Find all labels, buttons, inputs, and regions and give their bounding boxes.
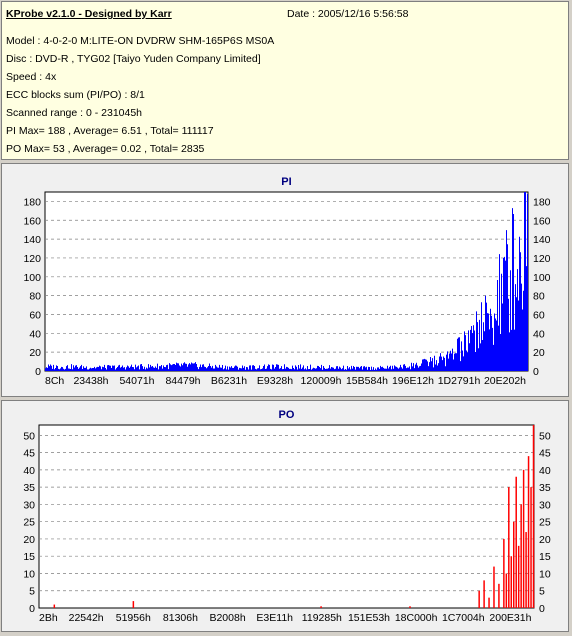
pi-bars <box>45 192 528 371</box>
info-ecc-blocks: ECC blocks sum (PI/PO) : 8/1 <box>6 89 145 101</box>
pi-ytick-left: 40 <box>29 328 41 340</box>
pi-ytick-left: 80 <box>29 291 41 303</box>
po-ytick-right: 15 <box>539 551 551 563</box>
pi-ytick-right: 160 <box>533 215 551 227</box>
pi-plot-area <box>44 191 529 372</box>
pi-ytick-right: 80 <box>533 291 545 303</box>
po-ytick-right: 50 <box>539 430 551 442</box>
info-scanned-range: Scanned range : 0 - 231045h <box>6 107 143 119</box>
po-xtick-label: 18C000h <box>395 612 438 624</box>
po-xtick-label: 200E31h <box>489 612 531 624</box>
pi-ytick-right: 0 <box>533 366 539 378</box>
po-ytick-right: 20 <box>539 534 551 546</box>
po-xtick-label: B2008h <box>209 612 245 624</box>
pi-ytick-left: 20 <box>29 347 41 359</box>
po-ytick-left: 40 <box>23 465 35 477</box>
pi-ytick-right: 120 <box>533 253 551 265</box>
po-chart-panel: PO 0 0 5 5 10 10 15 15 20 20 25 25 30 30 35 35 40 40 45 45 50… <box>1 400 569 632</box>
po-ytick-left: 10 <box>23 568 35 580</box>
po-bars <box>53 425 535 608</box>
pi-xtick-label: 84479h <box>165 375 200 387</box>
pi-ytick-right: 20 <box>533 347 545 359</box>
po-ytick-right: 10 <box>539 568 551 580</box>
po-ytick-left: 5 <box>29 586 35 598</box>
po-ytick-left: 50 <box>23 430 35 442</box>
pi-chart-title: PI <box>281 176 291 188</box>
info-panel: KProbe v2.1.0 - Designed by Karr Date : … <box>1 1 569 160</box>
pi-xtick-label: 1D2791h <box>438 375 481 387</box>
po-xtick-label: 81306h <box>163 612 198 624</box>
pi-ytick-right: 180 <box>533 196 551 208</box>
po-xtick-label: E3E11h <box>256 612 293 624</box>
pi-ytick-right: 100 <box>533 272 551 284</box>
po-ytick-right: 0 <box>539 603 545 615</box>
po-chart-title: PO <box>279 409 295 421</box>
pi-xtick-label: 196E12h <box>392 375 434 387</box>
po-xtick-label: 22542h <box>69 612 104 624</box>
pi-ytick-left: 180 <box>23 196 41 208</box>
scan-date: Date : 2005/12/16 5:56:58 <box>287 8 409 20</box>
pi-xtick-label: 15B584h <box>346 375 388 387</box>
po-ytick-left: 45 <box>23 448 35 460</box>
app-title: KProbe v2.1.0 - Designed by Karr <box>6 8 172 20</box>
po-xtick-label: 1C7004h <box>442 612 485 624</box>
po-ytick-right: 5 <box>539 586 545 598</box>
po-plot-area <box>38 424 535 609</box>
pi-ytick-left: 100 <box>23 272 41 284</box>
pi-ytick-left: 120 <box>23 253 41 265</box>
po-xtick-label: 2Bh <box>39 612 58 624</box>
pi-chart: PI 0 0 20 20 40 40 60 60 80 80 100 100 120 120 140 140 16… <box>23 176 551 387</box>
po-ytick-right: 45 <box>539 448 551 460</box>
pi-ytick-left: 160 <box>23 215 41 227</box>
po-ytick-left: 30 <box>23 499 35 511</box>
pi-xtick-label: 54071h <box>119 375 154 387</box>
po-xtick-label: 151E53h <box>348 612 390 624</box>
po-ytick-right: 35 <box>539 482 551 494</box>
po-xtick-label: 51956h <box>116 612 151 624</box>
info-po-stats: PO Max= 53 , Average= 0.02 , Total= 2835 <box>6 143 205 155</box>
po-xtick-label: 119285h <box>302 612 342 624</box>
pi-xtick-label: 8Ch <box>45 375 64 387</box>
po-ytick-left: 0 <box>29 603 35 615</box>
pi-chart-panel: PI 0 0 20 20 40 40 60 60 80 80 100 100 120 120 140 140 16… <box>1 163 569 397</box>
pi-ytick-left: 60 <box>29 309 41 321</box>
info-model: Model : 4-0-2-0 M:LITE-ON DVDRW SHM-165P… <box>6 35 275 47</box>
pi-ytick-right: 140 <box>533 234 551 246</box>
po-chart: PO 0 0 5 5 10 10 15 15 20 20 25 25 30 30 35 35 40 40 45 45 50… <box>23 409 551 624</box>
pi-ytick-right: 40 <box>533 328 545 340</box>
pi-ytick-right: 60 <box>533 309 545 321</box>
info-pi-stats: PI Max= 188 , Average= 6.51 , Total= 111… <box>6 125 214 137</box>
po-ytick-right: 30 <box>539 499 551 511</box>
pi-xtick-label: E9328h <box>257 375 293 387</box>
po-ytick-left: 20 <box>23 534 35 546</box>
po-ytick-right: 25 <box>539 517 551 529</box>
po-ytick-left: 15 <box>23 551 35 563</box>
info-speed: Speed : 4x <box>6 71 57 83</box>
po-ytick-right: 40 <box>539 465 551 477</box>
pi-ytick-left: 140 <box>23 234 41 246</box>
info-disc: Disc : DVD-R , TYG02 [Taiyo Yuden Compan… <box>6 53 261 65</box>
po-ytick-left: 25 <box>23 517 35 529</box>
pi-xtick-label: 23438h <box>73 375 108 387</box>
pi-xtick-label: B6231h <box>211 375 247 387</box>
po-ytick-left: 35 <box>23 482 35 494</box>
pi-ytick-left: 0 <box>35 366 41 378</box>
pi-xtick-label: 120009h <box>301 375 342 387</box>
pi-xtick-label: 20E202h <box>484 375 526 387</box>
